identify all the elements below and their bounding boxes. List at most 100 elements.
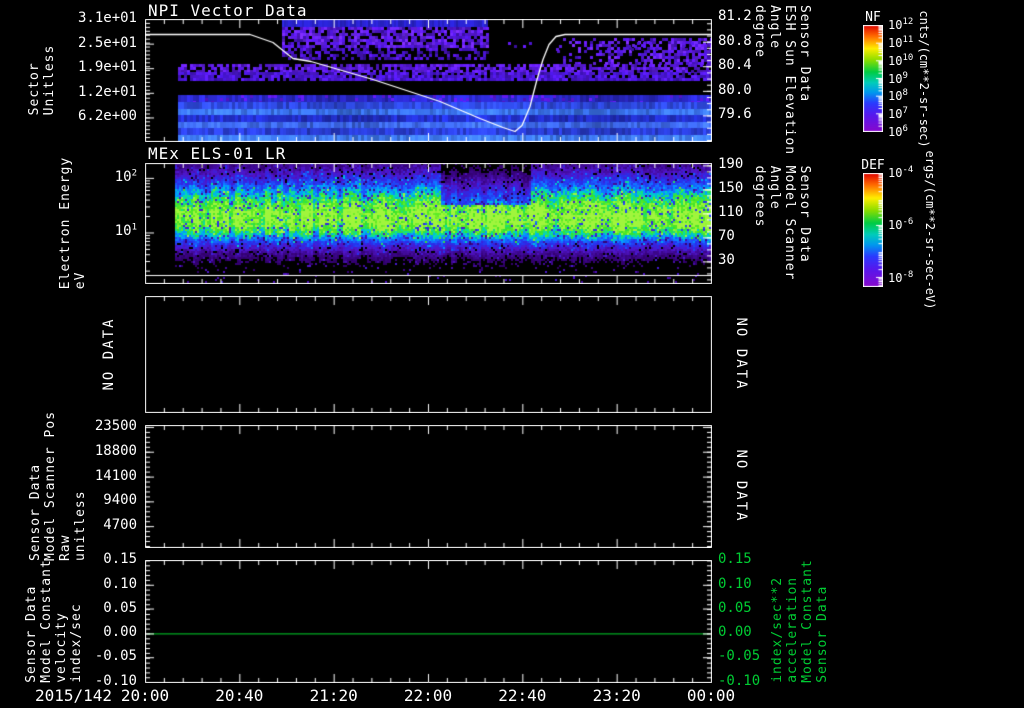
x-tick-label: 00:00 <box>686 686 736 705</box>
y-tick-label: 0.15 <box>103 551 137 567</box>
panel2-right-axis-label: degrees Angle Model Scanner Sensor Data <box>752 166 812 281</box>
no-data-text: NO DATA <box>733 449 749 523</box>
colorbar-tick-label: 108 <box>888 88 908 104</box>
y-tick-label: 0.05 <box>103 599 137 616</box>
panel3-no-data-left-label: NO DATA <box>101 317 117 391</box>
y-tick-label: 9400 <box>103 492 137 509</box>
colorbar-tick-label: 109 <box>888 70 908 86</box>
y-tick-label: 190 <box>718 156 744 173</box>
x-axis-date-label: 2015/142 <box>34 686 112 705</box>
panel1-right-axis-label: degree Angle ESH Sun Elevation Sensor Da… <box>752 5 812 155</box>
panel1-title: NPI Vector Data <box>148 1 308 20</box>
y-tick-label: -0.10 <box>94 673 137 689</box>
axis-label-line: Model Constant <box>39 559 54 683</box>
y-tick-label: 0.05 <box>718 599 752 616</box>
panel2-left-axis-label: Electron Energy eV <box>58 157 88 289</box>
y-tick-label: -0.10 <box>718 673 761 689</box>
y-tick-label: 4700 <box>103 517 137 534</box>
axis-label-line: Sensor Data <box>24 585 39 683</box>
y-tick-label: 18800 <box>94 442 137 459</box>
panel5-right-axis-label: index/sec**2 acceleration Model Constant… <box>770 559 830 683</box>
y-tick-label: 0.15 <box>718 551 752 567</box>
x-tick-label: 21:20 <box>309 686 358 705</box>
axis-label-line: unitless <box>73 490 88 562</box>
axis-label-line: Sensor Data <box>815 585 830 683</box>
x-tick-label: 22:40 <box>498 686 547 705</box>
no-data-text: NO DATA <box>101 317 117 391</box>
axis-label-line: Sector <box>27 62 42 116</box>
y-tick-label: 101 <box>114 222 137 240</box>
axis-label-line: Model Scanner Pos <box>43 410 58 562</box>
y-tick-label: 80.8 <box>718 32 752 49</box>
y-tick-label: 2.5e+01 <box>77 34 137 51</box>
colorbar-tick-label: 1012 <box>888 17 914 33</box>
axis-label-line: Raw <box>58 534 73 562</box>
y-tick-label: 0.00 <box>718 624 752 641</box>
panel4-no-data-right-label: NO DATA <box>733 449 749 523</box>
axis-label-line: Model Scanner <box>782 165 797 281</box>
y-tick-label: 80.0 <box>718 81 752 98</box>
axis-label-line: degrees <box>752 165 767 228</box>
y-tick-label: 1.2e+01 <box>77 83 137 100</box>
y-tick-label: 79.6 <box>718 106 752 123</box>
y-tick-label: 80.4 <box>718 57 752 74</box>
y-tick-label: 1.9e+01 <box>77 59 137 76</box>
y-tick-label: 23500 <box>94 417 137 434</box>
y-tick-label: 14100 <box>94 467 137 484</box>
colorbar-def-unit-label: ergs/(cm**2-sr-sec-eV) <box>922 151 937 310</box>
x-tick-label: 23:20 <box>592 686 641 705</box>
unit-text: ergs/(cm**2-sr-sec-eV) <box>923 150 937 310</box>
axis-label-line: Angle <box>767 165 782 210</box>
panel3-empty-canvas <box>145 296 712 413</box>
axis-label-line: Unitless <box>42 44 57 116</box>
axis-label-line: Model Constant <box>800 559 815 683</box>
y-tick-label: 0.10 <box>718 575 752 592</box>
y-tick-label: 3.1e+01 <box>77 10 137 26</box>
y-tick-label: -0.05 <box>94 648 137 665</box>
axis-label-line: index/sec <box>69 603 84 683</box>
panel3-no-data-right-label: NO DATA <box>733 317 749 391</box>
panel4-empty-canvas <box>145 425 712 548</box>
colorbar-tick-label: 10-4 <box>888 165 914 181</box>
axis-label-line: velocity <box>54 612 69 683</box>
axis-label-line: ESH Sun Elevation <box>782 4 797 156</box>
axis-label-line: Sensor Data <box>797 4 812 103</box>
y-tick-label: 0.00 <box>103 624 137 641</box>
y-tick-label: 150 <box>718 180 744 197</box>
colorbar-nf-unit-label: cnts/(cm**2-sr-sec) <box>916 10 931 147</box>
y-tick-label: -0.05 <box>718 648 761 665</box>
no-data-text: NO DATA <box>733 317 749 391</box>
colorbar-tick-label: 1010 <box>888 52 914 68</box>
x-tick-label: 22:00 <box>403 686 453 705</box>
colorbar-tick-label: 10-8 <box>888 269 914 285</box>
axis-label-line: degree <box>752 4 767 58</box>
axis-label-line: Sensor Data <box>797 165 812 263</box>
axis-label-line: index/sec**2 <box>770 576 785 683</box>
panel1-npi-heatmap-canvas <box>145 19 712 142</box>
unit-text: cnts/(cm**2-sr-sec) <box>917 10 931 148</box>
colorbar-tick-label: 1011 <box>888 34 914 50</box>
colorbar-tick-label: 107 <box>888 106 908 122</box>
y-tick-label: 6.2e+00 <box>77 108 137 125</box>
x-tick-label: 20:40 <box>215 686 264 705</box>
colorbar-def-name: DEF <box>861 158 885 173</box>
panel1-left-axis-label: Sector Unitless <box>27 45 57 116</box>
axis-label-line: eV <box>73 271 88 290</box>
y-tick-label: 102 <box>114 168 137 185</box>
colorbar-def-canvas <box>863 173 883 287</box>
y-tick-label: 81.2 <box>718 8 752 25</box>
y-tick-label: 0.10 <box>103 575 137 592</box>
axis-label-line: acceleration <box>785 576 800 683</box>
panel2-els-spectrogram-canvas <box>145 163 712 284</box>
y-tick-label: 70 <box>718 228 735 245</box>
panel5-line-canvas <box>145 560 712 683</box>
axis-label-line: Electron Energy <box>58 156 73 290</box>
axis-label-line: Sensor Data <box>28 463 43 562</box>
panel4-left-axis-label: Sensor Data Model Scanner Pos Raw unitle… <box>28 411 88 561</box>
colorbar-nf-canvas <box>863 25 883 132</box>
panel5-left-axis-label: Sensor Data Model Constant velocity inde… <box>24 559 84 683</box>
x-tick-label: 20:00 <box>120 686 170 705</box>
colorbar-tick-label: 10-6 <box>888 217 914 233</box>
axis-label-line: Angle <box>767 4 782 50</box>
